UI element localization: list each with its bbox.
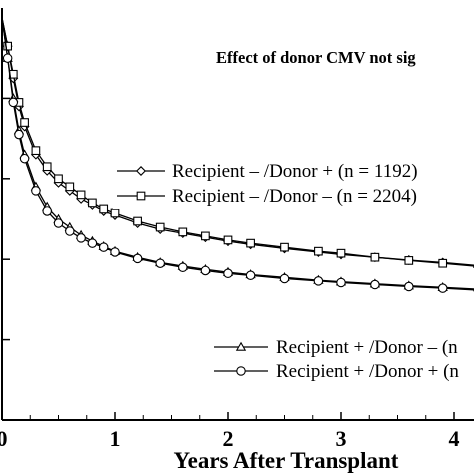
data-point-circle (8, 97, 19, 108)
x-tick-label-3: 3 (336, 426, 347, 451)
legend: Recipient – /Donor + (n = 1192) Recipient… (113, 161, 474, 384)
data-point-square (20, 118, 29, 127)
data-point-circle (279, 273, 290, 284)
data-point-circle (200, 265, 211, 276)
data-point-square (76, 190, 86, 200)
legend-marker-square (136, 191, 146, 201)
data-point-square (336, 248, 346, 258)
data-point-circle (87, 238, 98, 248)
data-point-square (280, 242, 289, 252)
legend-item-r-neg-d-neg: Recipient – /Donor – (n = 2204) (113, 186, 474, 209)
data-point-circle (98, 242, 109, 252)
annotation-text: Effect of donor CMV not sig (216, 48, 416, 67)
data-point-circle (370, 279, 380, 290)
data-point-circle (336, 277, 346, 288)
axes (1, 8, 474, 421)
data-point-circle (313, 276, 324, 286)
data-point-square (155, 222, 165, 232)
legend-label: Recipient – /Donor – (n = 2204) (172, 186, 417, 207)
data-point-circle (14, 129, 24, 140)
legend-marker-triangle (235, 341, 247, 351)
legend-bg (113, 162, 474, 184)
data-point-circle (437, 283, 448, 293)
data-point-square (404, 256, 414, 265)
data-point-square (54, 174, 63, 184)
legend-label: Recipient + /Donor – (n (276, 337, 458, 358)
x-tick-label-1: 1 (110, 426, 121, 451)
data-point-circle (19, 153, 30, 164)
series-circle (1, 17, 474, 293)
legend-item-r-neg-d-pos: Recipient – /Donor + (n = 1192) (113, 161, 474, 184)
data-point-circle (404, 281, 414, 292)
data-point-square (110, 208, 120, 218)
data-point-square (178, 227, 188, 237)
data-point-circle (76, 233, 86, 243)
x-tick-label-2: 2 (223, 426, 234, 451)
data-point-circle (2, 53, 13, 63)
tick-labels: 0 1 2 3 4 (0, 426, 460, 451)
data-point-square (42, 162, 52, 172)
data-point-square (370, 252, 380, 262)
data-point-circle (53, 218, 64, 228)
series-layer (1, 17, 474, 293)
legend-bg (210, 338, 474, 360)
data-point-circle (223, 268, 233, 279)
data-point-square (88, 198, 97, 208)
legend-item-r-pos-d-neg: Recipient + /Donor – (n (210, 337, 474, 360)
x-axis-title: Years After Transplant (174, 448, 399, 473)
data-point-circle (31, 186, 41, 196)
data-point-square (99, 204, 109, 214)
data-point-square (3, 41, 12, 51)
data-point-square (65, 182, 75, 192)
data-point-circle (245, 270, 256, 281)
legend-bg (210, 362, 474, 384)
data-point-circle (178, 262, 188, 272)
x-tick-label-4: 4 (449, 426, 460, 451)
legend-marker-diamond (136, 166, 146, 176)
data-point-square (201, 231, 210, 241)
data-point-square (223, 235, 233, 245)
data-point-circle (110, 247, 120, 257)
series-square (1, 17, 474, 268)
data-point-circle (42, 206, 52, 216)
legend-label: Recipient + /Donor + (n (276, 361, 459, 382)
data-point-square (31, 146, 41, 156)
x-tick-label-0: 0 (0, 426, 8, 451)
legend-bg (113, 187, 474, 209)
data-point-square (314, 246, 323, 256)
data-point-square (133, 216, 142, 226)
legend-item-r-pos-d-pos: Recipient + /Donor + (n (210, 361, 474, 384)
legend-marker-circle (236, 366, 246, 376)
data-point-circle (65, 226, 75, 236)
data-point-square (438, 258, 448, 268)
data-point-square (246, 238, 255, 248)
data-point-circle (132, 253, 143, 264)
legend-label: Recipient – /Donor + (n = 1192) (172, 161, 418, 182)
data-point-circle (155, 258, 165, 268)
